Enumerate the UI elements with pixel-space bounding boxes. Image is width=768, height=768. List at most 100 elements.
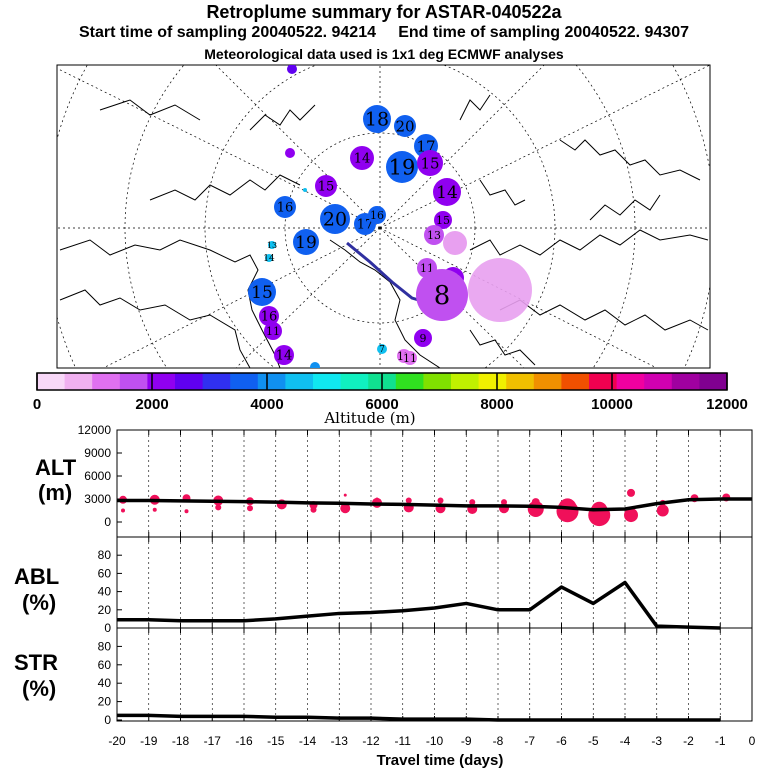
map-marker-label: 15 [436, 214, 450, 227]
colorbar-swatch [451, 373, 480, 390]
x-tick-label: -16 [235, 734, 253, 748]
colorbar-swatch [699, 373, 728, 390]
map-marker-dot [293, 229, 319, 255]
x-tick-label: -8 [493, 734, 504, 748]
altitude-bubble [247, 505, 253, 512]
map-marker [303, 188, 307, 192]
altitude-bubble [531, 498, 540, 507]
y-tick-label: 12000 [78, 423, 112, 437]
colorbar-tick-label: 0 [33, 396, 41, 413]
str-label-2: (%) [22, 676, 56, 701]
map-marker: 14 [433, 178, 461, 206]
map-marker: 13 [424, 225, 444, 245]
abl-label-1: ABL [14, 564, 59, 589]
map-marker: 19 [293, 229, 319, 255]
map-marker-label: 14 [263, 254, 275, 264]
map-marker-dot [416, 269, 468, 321]
colorbar-swatch [92, 373, 121, 390]
map-marker-dot [320, 204, 350, 234]
colorbar-swatch [616, 373, 645, 390]
subtitle: Meteorological data used is 1x1 deg ECMW… [204, 46, 564, 62]
map-marker-dot [248, 278, 276, 306]
colorbar-swatch [147, 373, 176, 390]
y-tick-label: 40 [98, 585, 112, 599]
altitude-bubble [215, 504, 222, 511]
map-marker-label: 17 [357, 218, 374, 233]
colorbar-swatch [644, 373, 673, 390]
map-marker: 20 [320, 204, 350, 234]
map-marker: 20 [394, 115, 416, 137]
map-marker: 11 [403, 351, 417, 365]
y-tick-label: 60 [98, 566, 112, 580]
x-tick-label: 0 [749, 734, 756, 748]
map-marker-label: 16 [261, 310, 278, 325]
map-marker-dot [315, 175, 337, 197]
map-marker: 11 [264, 322, 282, 340]
altitude-bubble [627, 488, 635, 497]
colorbar-swatch [202, 373, 231, 390]
series-line-str [117, 713, 721, 722]
map-marker [310, 362, 320, 368]
colorbar-swatch [533, 373, 562, 390]
map-marker: 15 [434, 211, 452, 229]
colorbar-swatch [119, 373, 148, 390]
map-marker-dot [377, 344, 387, 354]
altitude-colorbar: 0 2000 4000 6000 8000 10000 12000 [33, 372, 748, 413]
alt-label-2: (m) [38, 480, 72, 505]
altitude-bubble [343, 493, 347, 497]
altitude-bubble [405, 497, 412, 504]
x-tick-label: -3 [651, 734, 662, 748]
map-marker-dot [414, 329, 432, 347]
altitude-bubble [501, 499, 507, 506]
map-marker: 18 [363, 105, 391, 133]
x-tick-label: -7 [524, 734, 535, 748]
map-marker: 16 [368, 206, 386, 224]
map-marker-label: 15 [318, 180, 335, 195]
alt-label-1: ALT [35, 455, 77, 480]
x-tick-label: -5 [588, 734, 599, 748]
map-marker-label: 16 [277, 201, 294, 216]
colorbar-swatch [561, 373, 590, 390]
map-marker-label: 7 [379, 345, 385, 355]
colorbar-tick-label: 8000 [480, 396, 513, 413]
colorbar-swatch [506, 373, 535, 390]
map-marker-label: 15 [251, 283, 273, 303]
colorbar-swatch [257, 373, 286, 390]
map-marker-label: 15 [420, 154, 439, 172]
y-tick-label: 0 [104, 515, 111, 529]
colorbar-swatch [175, 373, 204, 390]
y-tick-label: 40 [98, 676, 112, 690]
start-time-label: Start time of sampling 20040522. 94214 [78, 24, 376, 41]
series-line-alt [117, 497, 752, 512]
series-line-abl [117, 580, 721, 630]
colorbar-swatch [589, 373, 618, 390]
map-marker: 19 [386, 151, 418, 183]
map-marker-dot [268, 241, 276, 249]
altitude-bubble [152, 507, 157, 512]
polar-map: 1820171419151415162017161513191314111015… [56, 64, 711, 369]
end-time-label: End time of sampling 20040522. 94307 [398, 24, 690, 41]
sampling-times: Start time of sampling 20040522. 94214 E… [0, 24, 768, 42]
colorbar-tick-label: 4000 [250, 396, 283, 413]
altitude-bubble [121, 508, 125, 513]
altitude-bubble [184, 509, 189, 514]
map-marker-label: 18 [365, 109, 389, 131]
map-marker: 13 [267, 241, 277, 250]
x-tick-label: -9 [461, 734, 472, 748]
x-tick-label: -12 [362, 734, 380, 748]
map-marker [285, 148, 295, 158]
map-marker-label: 20 [395, 117, 414, 135]
str-label-1: STR [14, 650, 58, 675]
x-tick-label: -10 [426, 734, 444, 748]
colorbar-swatch [64, 373, 93, 390]
y-tick-label: 3000 [84, 492, 111, 506]
map-marker-dot [403, 351, 417, 365]
x-tick-label: -19 [140, 734, 158, 748]
colorbar-swatch [395, 373, 424, 390]
x-tick-label: -20 [108, 734, 126, 748]
colorbar-tick-label: 10000 [591, 396, 633, 413]
colorbar-tick-label: 2000 [135, 396, 168, 413]
map-marker-label: 14 [436, 183, 458, 203]
map-marker: 14 [350, 146, 374, 170]
map-marker-label: 14 [276, 349, 293, 364]
